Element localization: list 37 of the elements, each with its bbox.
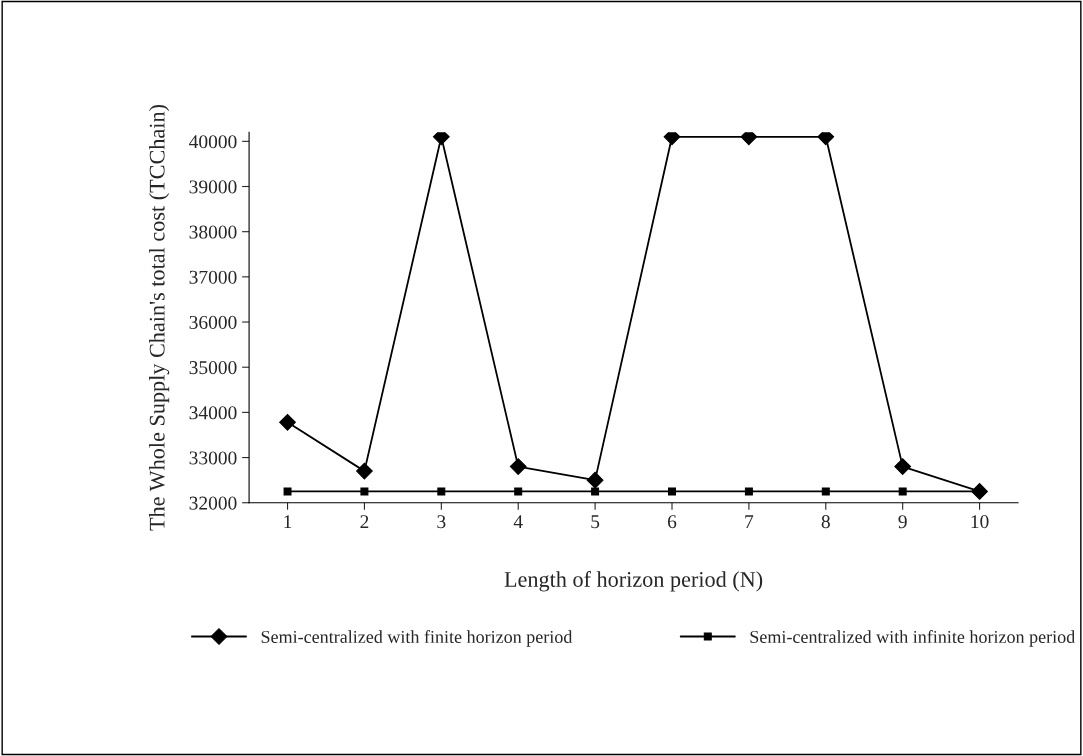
y-tick-label: 34000 bbox=[189, 406, 237, 420]
point bbox=[668, 487, 676, 496]
y-tick-label: 37000 bbox=[189, 270, 237, 284]
x-tick-label: 2 bbox=[360, 515, 369, 529]
point bbox=[591, 487, 600, 496]
y-tick-label: 39000 bbox=[189, 180, 237, 194]
y-tick-label: 33000 bbox=[189, 451, 237, 465]
point bbox=[514, 487, 523, 496]
x-tick-label: 7 bbox=[745, 515, 754, 529]
x-tick-label: 8 bbox=[821, 515, 830, 529]
point bbox=[898, 487, 907, 496]
y-tick-label: 38000 bbox=[189, 225, 237, 239]
y-tick-label: 40000 bbox=[189, 135, 237, 149]
x-tick-label: 3 bbox=[437, 515, 446, 529]
x-tick-label: 6 bbox=[667, 515, 677, 529]
x-tick-label: 9 bbox=[898, 515, 907, 529]
point bbox=[586, 471, 604, 489]
point bbox=[509, 458, 527, 475]
y-tick-label: 35000 bbox=[189, 361, 237, 375]
point bbox=[437, 487, 446, 496]
point bbox=[283, 487, 292, 496]
legend-label: Semi-centralized with finite horizon period bbox=[261, 630, 573, 647]
point bbox=[360, 487, 369, 496]
point bbox=[821, 487, 830, 496]
x-tick-label: 10 bbox=[971, 515, 989, 529]
point bbox=[356, 462, 373, 480]
x-tick-label: 5 bbox=[591, 515, 600, 529]
y-axis-title: The Whole Supply Chain's total cost (TCChain) bbox=[149, 104, 170, 531]
y-tick-label: 36000 bbox=[189, 315, 237, 329]
point bbox=[744, 487, 753, 496]
point bbox=[279, 413, 296, 431]
point bbox=[894, 458, 912, 475]
legend-label: Semi-centralized with infinite horizon period bbox=[750, 630, 1075, 647]
x-tick-label: 1 bbox=[284, 515, 292, 529]
x-tick-label: 4 bbox=[513, 515, 523, 529]
x-axis-title: Length of horizon period (N) bbox=[504, 571, 763, 592]
y-tick-label: 32000 bbox=[189, 496, 237, 510]
